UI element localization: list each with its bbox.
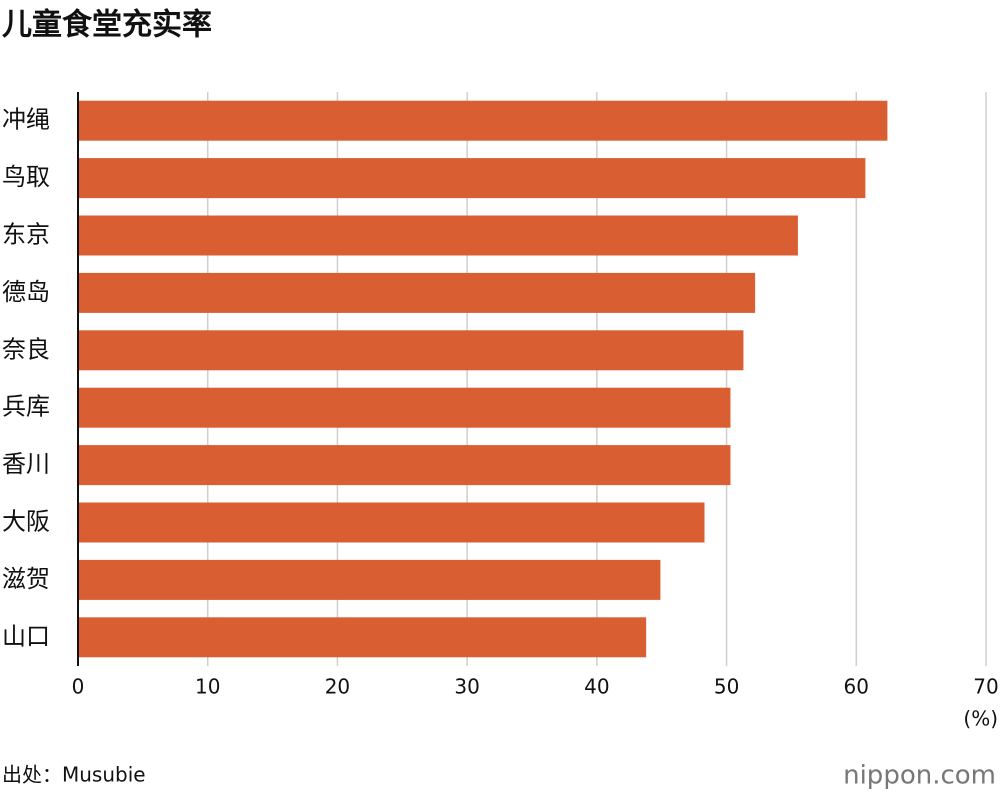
x-tick-label: 70 xyxy=(973,675,998,699)
bar xyxy=(78,445,731,486)
bar xyxy=(78,100,888,141)
bar xyxy=(78,215,798,256)
y-tick-label: 冲绳 xyxy=(2,106,50,134)
x-tick-label: 60 xyxy=(844,675,869,699)
chart-title: 儿童食堂充实率 xyxy=(2,8,212,43)
y-tick-label: 德岛 xyxy=(2,278,50,306)
axis-unit: (%) xyxy=(963,707,998,731)
x-tick-label: 40 xyxy=(584,675,609,699)
bar xyxy=(78,158,866,199)
bar xyxy=(78,502,705,543)
bar xyxy=(78,272,756,313)
y-tick-label: 奈良 xyxy=(2,335,50,363)
y-tick-label: 山口 xyxy=(2,622,50,650)
y-tick-label: 大阪 xyxy=(2,508,50,536)
bar xyxy=(78,387,731,428)
y-tick-label: 兵库 xyxy=(2,393,50,421)
x-tick-label: 30 xyxy=(454,675,479,699)
bar xyxy=(78,330,744,371)
y-tick-label: 香川 xyxy=(2,450,50,478)
x-tick-label: 10 xyxy=(195,675,220,699)
bar xyxy=(78,559,661,600)
x-tick-label: 50 xyxy=(714,675,739,699)
x-tick-label: 20 xyxy=(325,675,350,699)
source: 出处：Musubie xyxy=(2,763,146,787)
logo: nippon.com xyxy=(843,761,996,791)
y-tick-label: 滋贺 xyxy=(2,565,50,593)
bar xyxy=(78,617,647,658)
y-tick-label: 鸟取 xyxy=(2,163,50,191)
y-tick-label: 东京 xyxy=(2,221,50,249)
x-tick-label: 0 xyxy=(72,675,85,699)
